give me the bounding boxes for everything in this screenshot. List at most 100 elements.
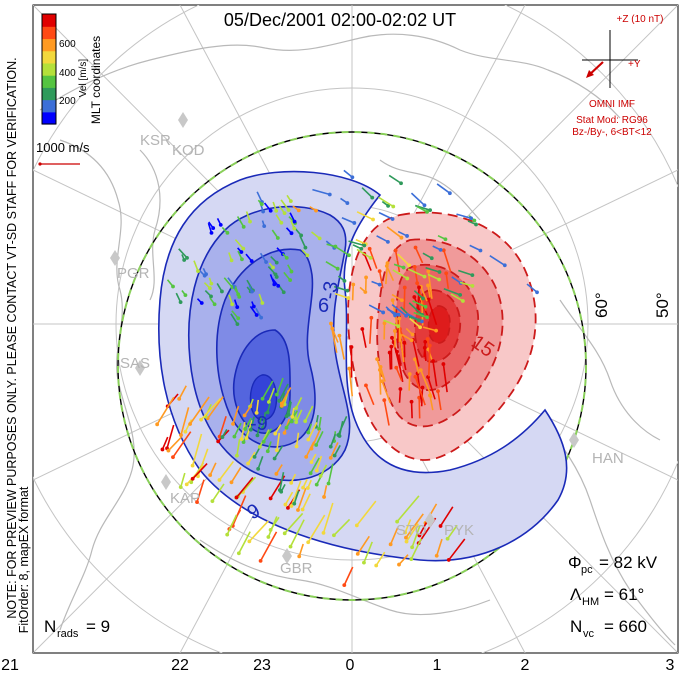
- contour-label: -3: [318, 280, 343, 301]
- velocity-vector-origin: [412, 264, 417, 269]
- velocity-vector: [386, 226, 402, 239]
- velocity-vector-origin: [392, 329, 397, 333]
- velocity-vector: [261, 380, 274, 400]
- velocity-vector: [166, 424, 175, 449]
- velocity-vector-origin: [441, 362, 446, 366]
- velocity-vector-origin: [248, 427, 253, 432]
- velocity-vector-origin: [349, 345, 354, 349]
- velocity-vector-origin: [254, 411, 259, 415]
- velocity-vector: [348, 240, 365, 247]
- velocity-vector: [394, 250, 401, 273]
- n-vc-symbol: N: [570, 617, 582, 636]
- velocity-vector: [356, 500, 377, 526]
- velocity-vector-origin: [446, 558, 451, 562]
- velocity-vector-origin: [401, 265, 406, 270]
- phi-pc-value: = 82 kV: [599, 553, 658, 572]
- mlt-tick: 0: [346, 657, 355, 674]
- velocity-vector-origin: [248, 219, 252, 224]
- velocity-vector: [443, 287, 461, 296]
- velocity-vector-origin: [229, 258, 234, 263]
- mlt-tick: 3: [666, 657, 675, 674]
- velocity-vector-origin: [342, 583, 347, 588]
- velocity-vector-origin: [284, 425, 289, 430]
- velocity-vector-origin: [260, 426, 265, 431]
- velocity-vector-origin: [265, 410, 270, 415]
- velocity-vector: [337, 416, 348, 436]
- velocity-vector-origin: [261, 209, 266, 214]
- velocity-vector: [293, 490, 300, 504]
- velocity-vector: [381, 380, 392, 404]
- velocity-vector-origin: [309, 446, 314, 451]
- velocity-vector: [295, 409, 303, 423]
- velocity-vector: [414, 247, 424, 264]
- velocity-vector-origin: [243, 427, 248, 431]
- velocity-vector: [281, 387, 292, 404]
- velocity-vector: [356, 211, 374, 221]
- velocity-vector-origin: [229, 480, 234, 485]
- velocity-vector-origin: [428, 393, 432, 398]
- velocity-vector-origin: [402, 285, 407, 290]
- velocity-vector-origin: [425, 315, 429, 320]
- velocity-vector-origin: [293, 416, 298, 421]
- velocity-vector: [442, 363, 448, 393]
- velocity-vector: [235, 477, 254, 498]
- velocity-vector-origin: [351, 282, 356, 287]
- velocity-vector: [363, 541, 373, 563]
- velocity-vector-origin: [317, 236, 322, 241]
- velocity-vector: [218, 460, 235, 481]
- velocity-vector: [178, 248, 188, 259]
- velocity-vector-origin: [268, 496, 273, 501]
- velocity-vector-origin: [160, 447, 165, 452]
- velocity-vector-origin: [235, 305, 240, 310]
- velocity-vector-origin: [377, 282, 382, 287]
- velocity-vector: [413, 290, 424, 300]
- velocity-vector: [435, 538, 443, 556]
- velocity-vector: [244, 417, 252, 430]
- scale-vector-label: 1000 m/s: [36, 140, 90, 155]
- velocity-vector-origin: [395, 519, 400, 524]
- velocity-vector-origin: [275, 236, 280, 240]
- velocity-vector: [236, 439, 241, 456]
- colorbar-segment: [42, 99, 56, 113]
- velocity-vector: [385, 263, 389, 285]
- velocity-vector-origin: [178, 300, 183, 305]
- velocity-vector: [285, 400, 292, 417]
- velocity-vector-origin: [409, 399, 414, 404]
- velocity-vector-origin: [268, 528, 273, 532]
- velocity-vector: [368, 248, 378, 269]
- velocity-vector-origin: [292, 219, 297, 224]
- velocity-vector-origin: [241, 224, 246, 229]
- velocity-vector-origin: [418, 325, 422, 330]
- velocity-vector-origin: [438, 247, 443, 252]
- velocity-vector: [427, 271, 433, 299]
- velocity-vector-origin: [422, 345, 427, 350]
- velocity-vector-origin: [399, 235, 404, 240]
- velocity-vector-origin: [235, 322, 240, 327]
- colorbar-segment: [42, 75, 56, 88]
- contour-label: -9: [250, 413, 268, 435]
- velocity-vector: [445, 273, 450, 289]
- velocity-vector-origin: [282, 531, 287, 536]
- velocity-vector: [432, 360, 438, 387]
- velocity-vector-origin: [255, 433, 260, 438]
- velocity-vector-origin: [178, 485, 183, 490]
- velocity-vector: [290, 480, 302, 507]
- velocity-vector-origin: [247, 539, 252, 544]
- velocity-vector: [316, 455, 323, 471]
- velocity-vector-origin: [382, 398, 387, 403]
- colorbar-segment: [42, 62, 56, 76]
- velocity-vector-origin: [478, 248, 483, 253]
- velocity-vector: [526, 283, 538, 293]
- velocity-vector: [259, 531, 278, 562]
- velocity-vector-origin: [254, 313, 259, 317]
- velocity-vector-origin: [328, 444, 333, 449]
- n-rads-subscript: rads: [57, 628, 79, 640]
- velocity-vector-origin: [301, 485, 306, 490]
- coordinate-label: MLT coordinates: [89, 36, 103, 124]
- velocity-vector-origin: [390, 335, 394, 340]
- velocity-vector: [161, 436, 169, 450]
- velocity-vector: [230, 467, 242, 483]
- velocity-vector-origin: [472, 218, 477, 223]
- velocity-vector-origin: [171, 284, 175, 289]
- velocity-vector-origin: [434, 328, 438, 333]
